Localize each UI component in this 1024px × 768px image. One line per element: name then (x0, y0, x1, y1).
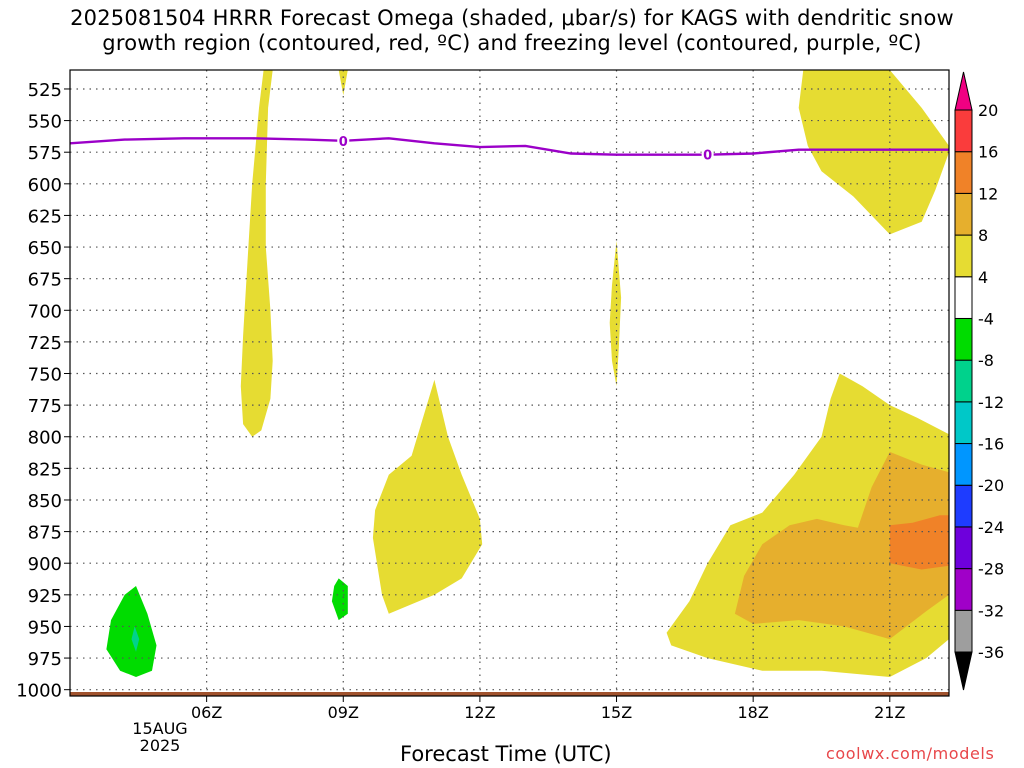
y-tick-label-1000: 1000 (16, 681, 62, 702)
y-tick-label-975: 975 (28, 649, 62, 670)
colorbar-label-6: -8 (978, 351, 994, 370)
y-tick-label-850: 850 (28, 491, 62, 512)
colorbar-label-5: -4 (978, 309, 994, 328)
y-tick-label-950: 950 (28, 617, 62, 638)
y-tick-label-925: 925 (28, 586, 62, 607)
omega-region-2 (609, 240, 622, 387)
x-tick-label-06Z: 06Z (191, 703, 222, 722)
colorbar-label-8: -16 (978, 435, 1004, 454)
omega-region-4 (798, 70, 949, 235)
omega-region-0 (240, 70, 273, 437)
colorbar-bin-8 (954, 317, 973, 361)
colorbar-label-12: -32 (978, 601, 1004, 620)
y-tick-label-800: 800 (28, 428, 62, 449)
omega-region-9 (131, 626, 140, 652)
date-label-day: 15AUG (132, 719, 188, 738)
chart-title-line-2: growth region (contoured, red, ºC) and f… (102, 31, 922, 55)
colorbar-bin-2 (954, 568, 973, 611)
plot-area: 00 (70, 70, 949, 696)
date-label: 15AUG 2025 (120, 720, 200, 754)
freezing-level-label-bg-0 (337, 133, 350, 148)
y-tick-label-675: 675 (28, 270, 62, 291)
freezing-level-line (70, 137, 949, 156)
ground-surface (70, 692, 949, 696)
colorbar-label-9: -20 (978, 476, 1004, 495)
y-tick-label-750: 750 (28, 365, 62, 386)
y-tick-label-900: 900 (28, 554, 62, 575)
freezing-level-label-0: 0 (339, 135, 348, 150)
y-tick-label-875: 875 (28, 523, 62, 544)
y-tick-label-550: 550 (28, 112, 62, 133)
colorbar-bin-13 (954, 109, 973, 153)
y-tick-label-600: 600 (28, 175, 62, 196)
colorbar-bin-9 (954, 276, 973, 319)
omega-region-3 (372, 379, 483, 614)
y-tick-label-700: 700 (28, 301, 62, 322)
colorbar-bin-10 (954, 234, 973, 278)
colorbar-bin-1 (954, 609, 973, 653)
y-tick-label-575: 575 (28, 143, 62, 164)
colorbar-bin-14 (954, 71, 973, 111)
y-tick-label-625: 625 (28, 206, 62, 227)
chart-title-line-1: 2025081504 HRRR Forecast Omega (shaded, … (70, 6, 954, 30)
x-tick-label-15Z: 15Z (601, 703, 632, 722)
colorbar-bin-12 (954, 151, 973, 194)
plot-border (69, 69, 950, 697)
x-tick-label-09Z: 09Z (328, 703, 359, 722)
omega-region-8 (106, 586, 157, 677)
omega-region-1 (338, 70, 348, 96)
omega-region-7 (889, 515, 949, 570)
colorbar: 20 16 12 8 4 -4 -8 -12 -16 -20 -24 -28 -32 -36 (954, 71, 1004, 691)
colorbar-label-2: 12 (978, 184, 998, 203)
omega-region-10 (331, 578, 348, 621)
chart-title: 2025081504 HRRR Forecast Omega (shaded, … (0, 6, 1024, 56)
y-tick-label-775: 775 (28, 396, 62, 417)
omega-region-6 (734, 451, 949, 640)
colorbar-label-10: -24 (978, 518, 1004, 537)
colorbar-bin-0 (954, 651, 973, 691)
x-tick-label-18Z: 18Z (737, 703, 768, 722)
x-tick-label-12Z: 12Z (464, 703, 495, 722)
colorbar-label-4: 4 (978, 268, 988, 287)
colorbar-bin-4 (954, 484, 973, 528)
y-tick-label-525: 525 (28, 80, 62, 101)
colorbar-bin-7 (954, 359, 973, 403)
colorbar-bin-6 (954, 401, 973, 445)
colorbar-label-0: 20 (978, 101, 998, 120)
colorbar-bin-3 (954, 526, 973, 570)
colorbar-bin-11 (954, 192, 973, 236)
freezing-level-label-1: 0 (703, 149, 712, 164)
colorbar-label-1: 16 (978, 143, 998, 162)
x-axis-label: Forecast Time (UTC) (400, 742, 612, 766)
colorbar-label-3: 8 (978, 226, 988, 245)
colorbar-label-7: -12 (978, 393, 1004, 412)
y-tick-label-650: 650 (28, 238, 62, 259)
colorbar-bin-5 (954, 443, 973, 486)
y-tick-label-725: 725 (28, 333, 62, 354)
freezing-level-label-bg-1 (701, 147, 714, 162)
y-tick-label-825: 825 (28, 459, 62, 480)
colorbar-label-11: -28 (978, 560, 1004, 579)
date-label-year: 2025 (139, 736, 181, 755)
x-tick-label-21Z: 21Z (874, 703, 905, 722)
colorbar-label-13: -36 (978, 643, 1004, 662)
site-credit: coolwx.com/models (826, 744, 995, 763)
